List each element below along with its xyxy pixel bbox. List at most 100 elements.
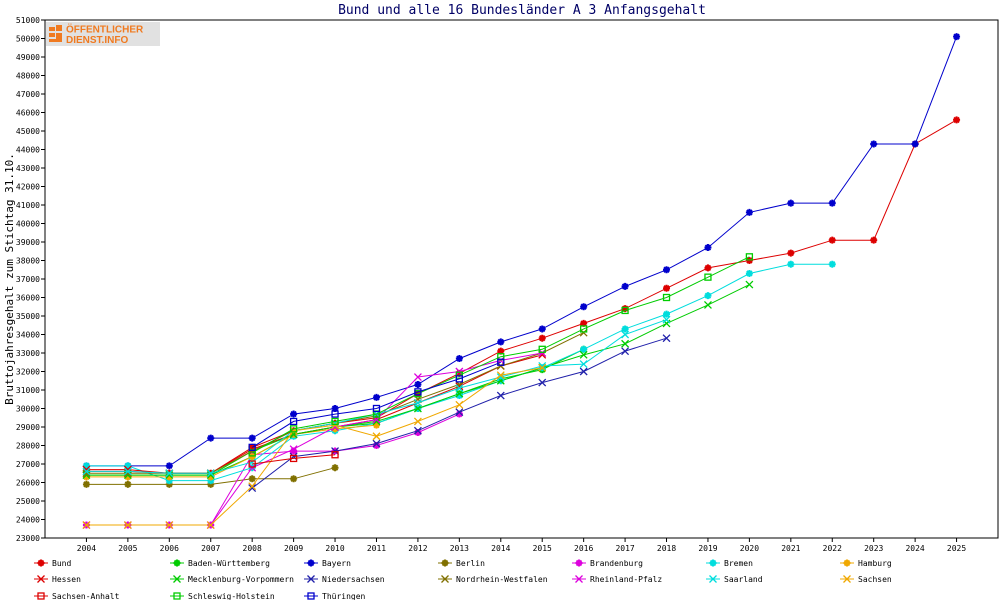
legend-item: Hamburg (840, 559, 892, 568)
marker-star-shape (82, 462, 90, 470)
data-point (787, 249, 795, 257)
series-bund (82, 116, 961, 477)
y-tick-label: 23000 (16, 534, 40, 543)
marker-star-shape (37, 559, 45, 567)
legend-item: Schleswig-Holstein (170, 592, 275, 600)
series-line (86, 367, 543, 526)
x-tick-label: 2006 (160, 544, 179, 553)
data-point (787, 199, 795, 207)
y-tick-label: 47000 (16, 90, 40, 99)
data-point (248, 475, 256, 483)
marker-x-shape (123, 471, 132, 480)
marker-star-shape (621, 305, 629, 313)
series-line (86, 36, 958, 467)
series-line (86, 413, 460, 526)
marker-star-shape (82, 480, 90, 488)
marker-x-shape (123, 467, 132, 476)
data-point (165, 469, 174, 478)
data-point (165, 480, 173, 488)
legend-marker (307, 575, 315, 583)
data-point (828, 199, 836, 207)
legend-marker (843, 575, 851, 583)
data-point (331, 447, 340, 456)
legend-item: Baden-Württemberg (170, 559, 270, 568)
data-point (123, 471, 132, 480)
data-point (662, 319, 671, 328)
marker-x-shape (662, 315, 671, 324)
marker-x-shape (82, 471, 91, 480)
logo-line-2: DIENST.INFO (66, 35, 128, 46)
data-point (455, 392, 463, 400)
data-point (248, 458, 257, 467)
data-point (248, 484, 257, 493)
marker-x-shape (413, 417, 422, 426)
marker-x-shape (703, 300, 712, 309)
marker-square-shape (745, 253, 754, 261)
marker-star-shape (787, 199, 795, 207)
data-point (165, 477, 173, 485)
data-point (206, 469, 215, 478)
marker-x-shape (372, 439, 381, 448)
y-tick-label: 42000 (16, 183, 40, 192)
data-point (331, 425, 339, 433)
data-point (414, 380, 422, 388)
marker-star-shape (497, 338, 505, 346)
marker-star-shape (290, 447, 298, 455)
data-point (207, 480, 215, 488)
marker-star-shape (207, 477, 215, 485)
data-point (870, 140, 878, 148)
marker-square-shape (497, 358, 505, 366)
x-tick-label: 2017 (615, 544, 634, 553)
marker-x-shape (289, 445, 298, 454)
y-tick-label: 37000 (16, 275, 40, 284)
data-point (165, 462, 173, 470)
series-brandenburg (82, 410, 463, 529)
data-point (289, 425, 298, 433)
data-point (953, 116, 961, 124)
data-point (372, 439, 381, 448)
data-point (331, 417, 339, 426)
y-tick-label: 33000 (16, 349, 40, 358)
data-point (621, 339, 630, 348)
legend-marker (37, 575, 45, 583)
marker-star-shape (331, 464, 339, 472)
legend-marker (307, 592, 315, 600)
data-point (331, 451, 339, 459)
x-tick-label: 2007 (201, 544, 220, 553)
legend-item: Bremen (706, 559, 753, 568)
marker-star-shape (455, 355, 463, 363)
data-point (580, 319, 588, 327)
data-point (331, 464, 339, 472)
data-point (621, 325, 629, 333)
x-tick-label: 2025 (947, 544, 966, 553)
data-point (455, 369, 463, 377)
legend-label: Brandenburg (590, 559, 643, 568)
data-point (206, 521, 215, 530)
data-point (248, 443, 256, 452)
series-line (251, 361, 501, 448)
data-point (745, 257, 753, 264)
x-tick-label: 2021 (781, 544, 800, 553)
marker-x-shape (455, 408, 464, 417)
series-hamburg (82, 421, 380, 481)
marker-star-shape (704, 264, 712, 272)
marker-star-shape (307, 559, 315, 567)
oeffentlicher-dienst-logo: ÖFFENTLICHER DIENST.INFO (46, 22, 160, 46)
marker-star-shape (124, 473, 132, 481)
data-point (538, 349, 547, 357)
marker-star-shape (331, 405, 339, 412)
marker-star-shape (580, 319, 588, 327)
x-tick-label: 2016 (574, 544, 593, 553)
data-point (663, 284, 671, 292)
data-point (207, 477, 215, 485)
data-point (414, 388, 422, 396)
y-tick-label: 29000 (16, 423, 40, 432)
marker-star-shape (455, 392, 463, 400)
data-point (248, 447, 257, 456)
legend-label: Saarland (724, 575, 763, 584)
data-point (663, 266, 671, 274)
y-tick-label: 48000 (16, 72, 40, 81)
marker-star-shape (124, 462, 132, 470)
marker-x-shape (538, 363, 547, 372)
data-point (828, 236, 836, 244)
